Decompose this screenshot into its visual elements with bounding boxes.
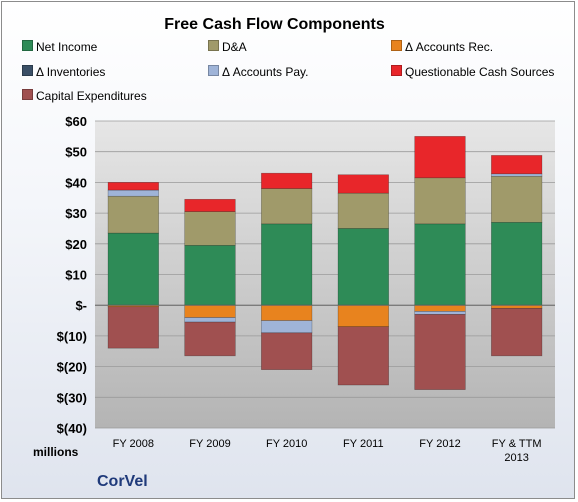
bar-segment — [184, 198, 236, 212]
y-tick-label: $- — [75, 298, 87, 313]
x-tick-label: 2013 — [504, 452, 528, 464]
legend-swatch — [22, 65, 33, 76]
y-tick-label: $(20) — [57, 360, 87, 375]
bar-segment — [184, 211, 236, 246]
bar-segment — [184, 245, 236, 306]
bar-segment — [414, 136, 466, 179]
bar-segment — [107, 189, 159, 197]
x-tick-label: FY & TTM — [492, 438, 542, 450]
x-tick-label: FY 2012 — [419, 438, 460, 450]
bar-segment — [261, 188, 313, 225]
bar-segment — [491, 222, 543, 306]
bar-segment — [414, 223, 466, 306]
legend-label: Capital Expenditures — [36, 89, 147, 103]
bar-segment — [107, 182, 159, 191]
bar-segment — [107, 306, 159, 349]
legend-item-capital-expenditures: Capital Expenditures — [22, 89, 147, 103]
bar-segment — [261, 332, 313, 370]
y-tick-label: $(30) — [57, 390, 87, 405]
legend-label: Δ Inventories — [36, 65, 106, 79]
bar-segment — [184, 304, 236, 318]
x-tick-label: FY 2008 — [113, 438, 154, 450]
bar-segment — [261, 304, 313, 321]
legend-label: Δ Accounts Pay. — [222, 65, 309, 79]
chart-title: Free Cash Flow Components — [164, 16, 385, 33]
units-label: millions — [33, 445, 79, 459]
legend-swatch — [22, 40, 33, 51]
legend-item-questionable-cash-sources: Questionable Cash Sources — [391, 65, 554, 79]
bar-segment — [337, 304, 389, 327]
bar-segment — [337, 228, 389, 306]
legend-item-accounts-pay: Δ Accounts Pay. — [208, 65, 309, 79]
bar-segment — [107, 195, 159, 234]
y-tick-label: $50 — [65, 145, 87, 160]
bar-segment — [414, 314, 466, 390]
legend-swatch — [391, 40, 402, 51]
bar-segment — [261, 320, 313, 334]
legend-label: Questionable Cash Sources — [405, 65, 555, 79]
legend-swatch — [208, 40, 219, 51]
y-tick-label: $(40) — [57, 421, 87, 436]
legend-swatch — [391, 65, 402, 76]
y-tick-label: $20 — [65, 237, 87, 252]
legend-label: Net Income — [36, 40, 98, 54]
bar-segment — [184, 317, 236, 323]
bar-segment — [414, 177, 466, 225]
bar-segment — [491, 175, 543, 223]
bar-segment — [107, 232, 159, 306]
bar-segment — [261, 172, 313, 189]
x-tick-label: FY 2010 — [266, 438, 307, 450]
legend-label: D&A — [222, 40, 247, 54]
bar-segment — [337, 192, 389, 229]
bar-segment — [261, 223, 313, 306]
legend-item-accounts-rec: Δ Accounts Rec. — [391, 40, 493, 54]
legend-swatch — [208, 65, 219, 76]
bar-segment — [414, 304, 466, 312]
y-tick-label: $10 — [65, 268, 87, 283]
legend-item-d-a: D&A — [208, 40, 247, 54]
y-tick-label: $60 — [65, 114, 87, 129]
y-tick-label: $(10) — [57, 329, 87, 344]
legend-item-net-income: Net Income — [22, 40, 97, 54]
bar-segment — [337, 174, 389, 194]
legend-label: Δ Accounts Rec. — [405, 40, 494, 54]
bar-segment — [491, 155, 543, 175]
bar-segment — [414, 311, 466, 315]
bar-segment — [491, 307, 543, 357]
x-tick-label: FY 2009 — [189, 438, 230, 450]
x-tick-label: FY 2011 — [343, 438, 384, 450]
company-name: CorVel — [97, 473, 148, 490]
bar-segment — [491, 173, 543, 177]
y-tick-label: $40 — [65, 175, 87, 190]
y-tick-label: $30 — [65, 206, 87, 221]
legend-item-inventories: Δ Inventories — [22, 65, 105, 79]
legend-swatch — [22, 89, 33, 100]
bar-segment — [184, 321, 236, 357]
bar-segment — [337, 326, 389, 386]
